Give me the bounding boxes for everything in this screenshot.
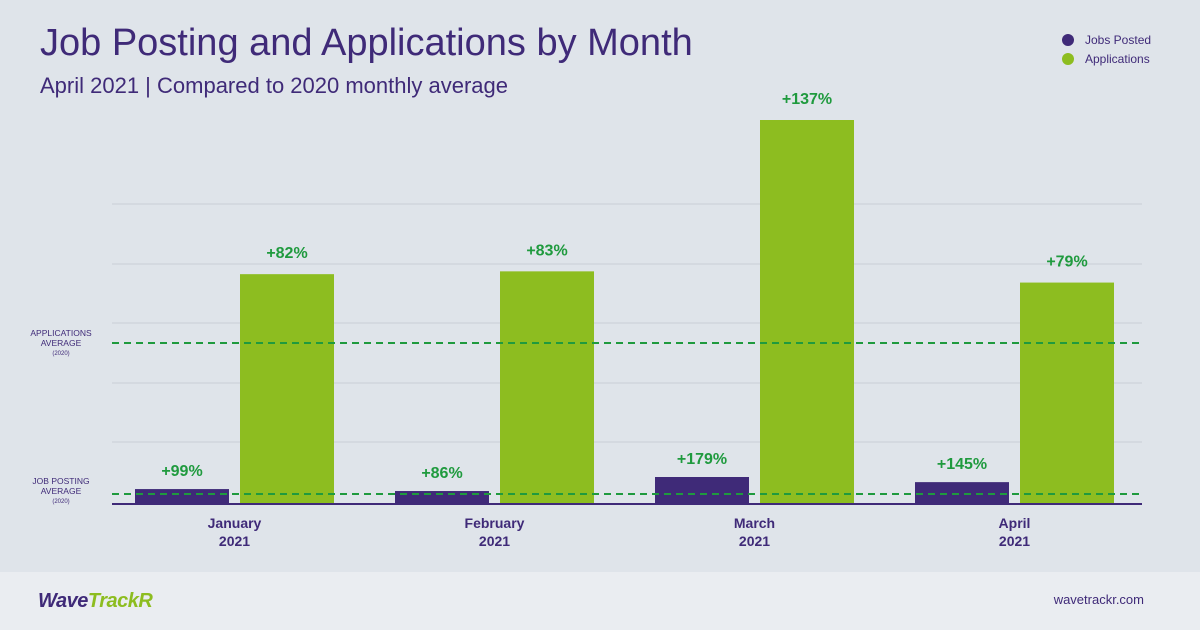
x-tick-label-3: April <box>999 515 1031 531</box>
logo-text-wave: Wave <box>38 590 88 612</box>
bar-applications-2 <box>760 120 854 504</box>
x-tick-year-3: 2021 <box>999 533 1030 549</box>
x-tick-label-2: March <box>734 515 775 531</box>
reference-label-line3-0: (2020) <box>52 351 69 357</box>
legend-swatch-jobs-posted <box>1062 33 1074 46</box>
bar-jobs-posted-2 <box>655 477 749 504</box>
x-tick-year-2: 2021 <box>739 533 770 549</box>
legend-item-jobs-posted: Jobs Posted <box>1062 30 1151 49</box>
bar-applications-0 <box>240 274 334 504</box>
data-label-applications-1: +83% <box>526 242 567 259</box>
data-label-jobs-posted-3: +145% <box>937 456 987 473</box>
bar-applications-3 <box>1020 282 1114 504</box>
bar-jobs-posted-3 <box>915 482 1009 504</box>
legend: Jobs Posted Applications <box>1062 30 1151 68</box>
bar-chart: +99% +82% January 2021 +86% +83% February 2021 +… <box>30 91 1142 549</box>
data-label-jobs-posted-0: +99% <box>161 463 202 480</box>
legend-label-jobs-posted: Jobs Posted <box>1085 32 1152 47</box>
chart-title: Job Posting and Applications by Month <box>40 22 693 64</box>
legend-label-applications: Applications <box>1085 51 1150 66</box>
data-label-applications-0: +82% <box>266 245 307 262</box>
legend-item-applications: Applications <box>1062 49 1151 68</box>
x-tick-year-1: 2021 <box>479 533 510 549</box>
logo-text-trackr: TrackR <box>87 590 153 612</box>
chart-subtitle: April 2021 | Compared to 2020 monthly av… <box>40 73 508 98</box>
data-label-applications-2: +137% <box>782 91 832 108</box>
x-tick-label-1: February <box>465 515 525 531</box>
reference-label-line1-1: JOB POSTING <box>32 476 89 486</box>
legend-swatch-applications <box>1062 52 1074 65</box>
x-tick-label-0: January <box>208 515 262 531</box>
footer: WaveTrackR wavetrackr.com <box>0 572 1200 630</box>
site-url: wavetrackr.com <box>1053 592 1144 607</box>
data-label-applications-3: +79% <box>1046 254 1087 271</box>
reference-label-line1-0: APPLICATIONS <box>30 328 92 338</box>
reference-label-line3-1: (2020) <box>52 499 69 505</box>
bar-jobs-posted-1 <box>395 491 489 504</box>
bar-jobs-posted-0 <box>135 489 229 504</box>
reference-label-line2-1: AVERAGE <box>41 486 82 496</box>
wavetrackr-logo: WaveTrackR <box>38 590 153 613</box>
x-tick-year-0: 2021 <box>219 533 250 549</box>
data-label-jobs-posted-1: +86% <box>421 465 462 482</box>
reference-label-line2-0: AVERAGE <box>41 338 82 348</box>
data-label-jobs-posted-2: +179% <box>677 451 727 468</box>
bar-applications-1 <box>500 271 594 504</box>
